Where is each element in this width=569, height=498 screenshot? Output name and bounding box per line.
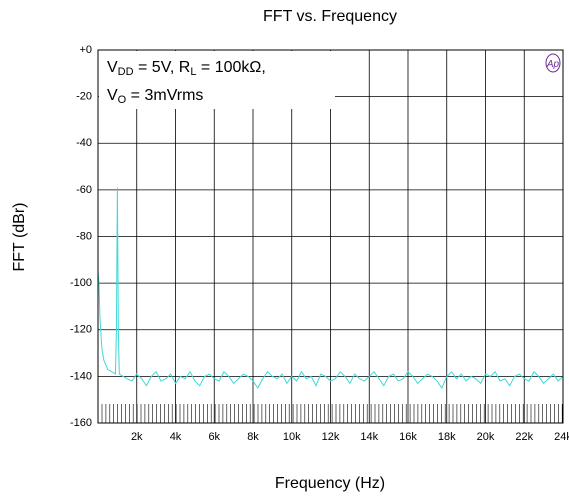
- annotation-text: V: [107, 59, 118, 76]
- y-tick-label: -40: [76, 137, 92, 149]
- y-tick-label: -160: [70, 417, 92, 429]
- x-tick-label: 18k: [438, 431, 456, 443]
- y-tick-label: -120: [70, 324, 92, 336]
- x-tick-label: 16k: [399, 431, 417, 443]
- x-tick-label: 14k: [360, 431, 378, 443]
- x-tick-label: 20k: [477, 431, 495, 443]
- plot-frame: [97, 49, 564, 424]
- x-tick-label: 4k: [170, 431, 182, 443]
- x-tick-label: 6k: [208, 431, 220, 443]
- x-tick-label: 22k: [515, 431, 533, 443]
- annotation-text: O: [118, 94, 127, 106]
- y-tick-label: -140: [70, 370, 92, 382]
- x-tick-label: 24k: [554, 431, 569, 443]
- y-tick-label: -60: [76, 184, 92, 196]
- annotation-text: L: [190, 66, 196, 78]
- y-tick-label: +0: [79, 44, 92, 56]
- annotation: VDD = 5V, RL = 100kΩ,: [107, 59, 266, 78]
- x-tick-label: 10k: [283, 431, 301, 443]
- x-tick-label: 12k: [322, 431, 340, 443]
- annotation: VO = 3mVrms: [107, 87, 203, 106]
- y-axis-label: FFT (dBr): [11, 202, 28, 271]
- y-tick-label: -80: [76, 230, 92, 242]
- annotation-box: [99, 51, 335, 109]
- chart-title: FFT vs. Frequency: [263, 8, 397, 25]
- annotation-text: V: [107, 87, 118, 104]
- annotation-text: = 5V, R: [134, 59, 191, 76]
- logo: Ap: [546, 59, 560, 70]
- annotation-text: = 100kΩ,: [196, 59, 265, 76]
- x-tick-label: 2k: [131, 431, 143, 443]
- x-axis-label: Frequency (Hz): [275, 475, 385, 492]
- annotation-text: = 3mVrms: [126, 87, 203, 104]
- y-tick-label: -20: [76, 91, 92, 103]
- fft-trace: [97, 187, 564, 390]
- annotation-text: DD: [118, 66, 134, 78]
- y-tick-label: -100: [70, 277, 92, 289]
- logo-ring: [545, 53, 561, 73]
- x-tick-label: 8k: [247, 431, 259, 443]
